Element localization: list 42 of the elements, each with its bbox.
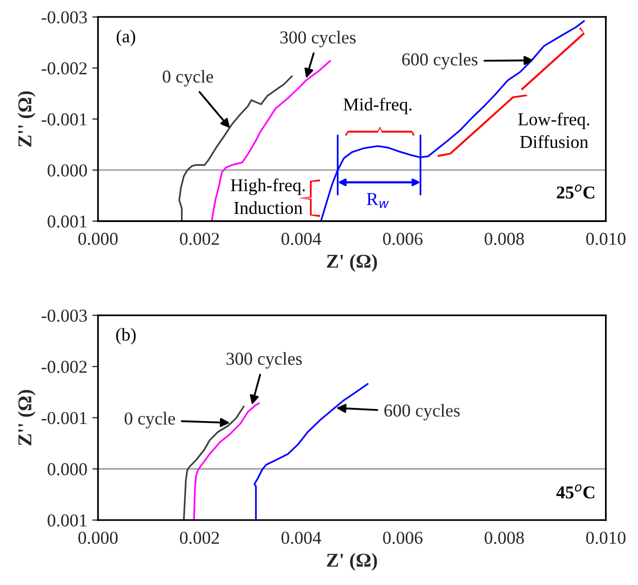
y-axis-title: Z'' (Ω) (18, 390, 36, 446)
line-series (254, 383, 368, 520)
x-tick-label: 0.008 (484, 232, 524, 246)
annotation: Low-freq. Diffusion (518, 112, 590, 148)
annotation: 0 cycle (124, 412, 175, 428)
annotation: 300 cycles (280, 30, 356, 48)
annotation: 0 cycle (162, 70, 214, 86)
annotation: 25$^{o}$C (556, 184, 594, 199)
annotation: (b) (116, 328, 136, 344)
y-tick-label: -0.001 (42, 113, 86, 126)
x-tick-label: 0.000 (78, 532, 118, 544)
x-tick-label: 0.004 (282, 532, 322, 544)
x-tick-label: 0.004 (282, 232, 322, 246)
x-tick-label: 0.006 (383, 232, 422, 246)
x-tick-label: 0.008 (484, 532, 524, 544)
y-tick-label: -0.001 (42, 412, 86, 424)
annotation: R$_{w}$ (366, 193, 389, 208)
annotation: Mid-freq. (343, 98, 412, 114)
x-axis-title: Z' (Ω) (326, 254, 377, 272)
y-tick-label: 0.000 (48, 164, 87, 177)
x-tick-label: 0.002 (180, 232, 219, 246)
annotation: 600 cycles (402, 52, 478, 70)
x-tick-label: 0.006 (383, 532, 422, 544)
y-tick-label: -0.002 (42, 360, 87, 374)
y-tick-label: 0.001 (48, 514, 86, 527)
annotation: 300 cycles (226, 352, 302, 369)
x-axis-title: Z' (Ω) (326, 553, 377, 571)
y-tick-label: -0.002 (42, 62, 87, 75)
line-series (182, 406, 245, 520)
x-tick-label: 0.000 (78, 232, 118, 246)
annotation: 45$^{o}$C (556, 484, 594, 498)
x-tick-label: 0.010 (586, 232, 626, 246)
annotation: 600 cycles (384, 404, 460, 420)
x-tick-label: 0.010 (586, 532, 626, 544)
y-tick-label: -0.003 (42, 11, 87, 24)
y-tick-label: -0.003 (42, 310, 87, 322)
x-tick-label: 0.002 (180, 532, 219, 544)
annotation: High-freq. Induction (230, 178, 305, 214)
y-tick-label: 0.000 (48, 463, 87, 476)
y-tick-label: 0.001 (48, 215, 86, 228)
y-axis-title: Z'' (Ω) (18, 91, 36, 147)
annotation: (a) (116, 30, 136, 46)
